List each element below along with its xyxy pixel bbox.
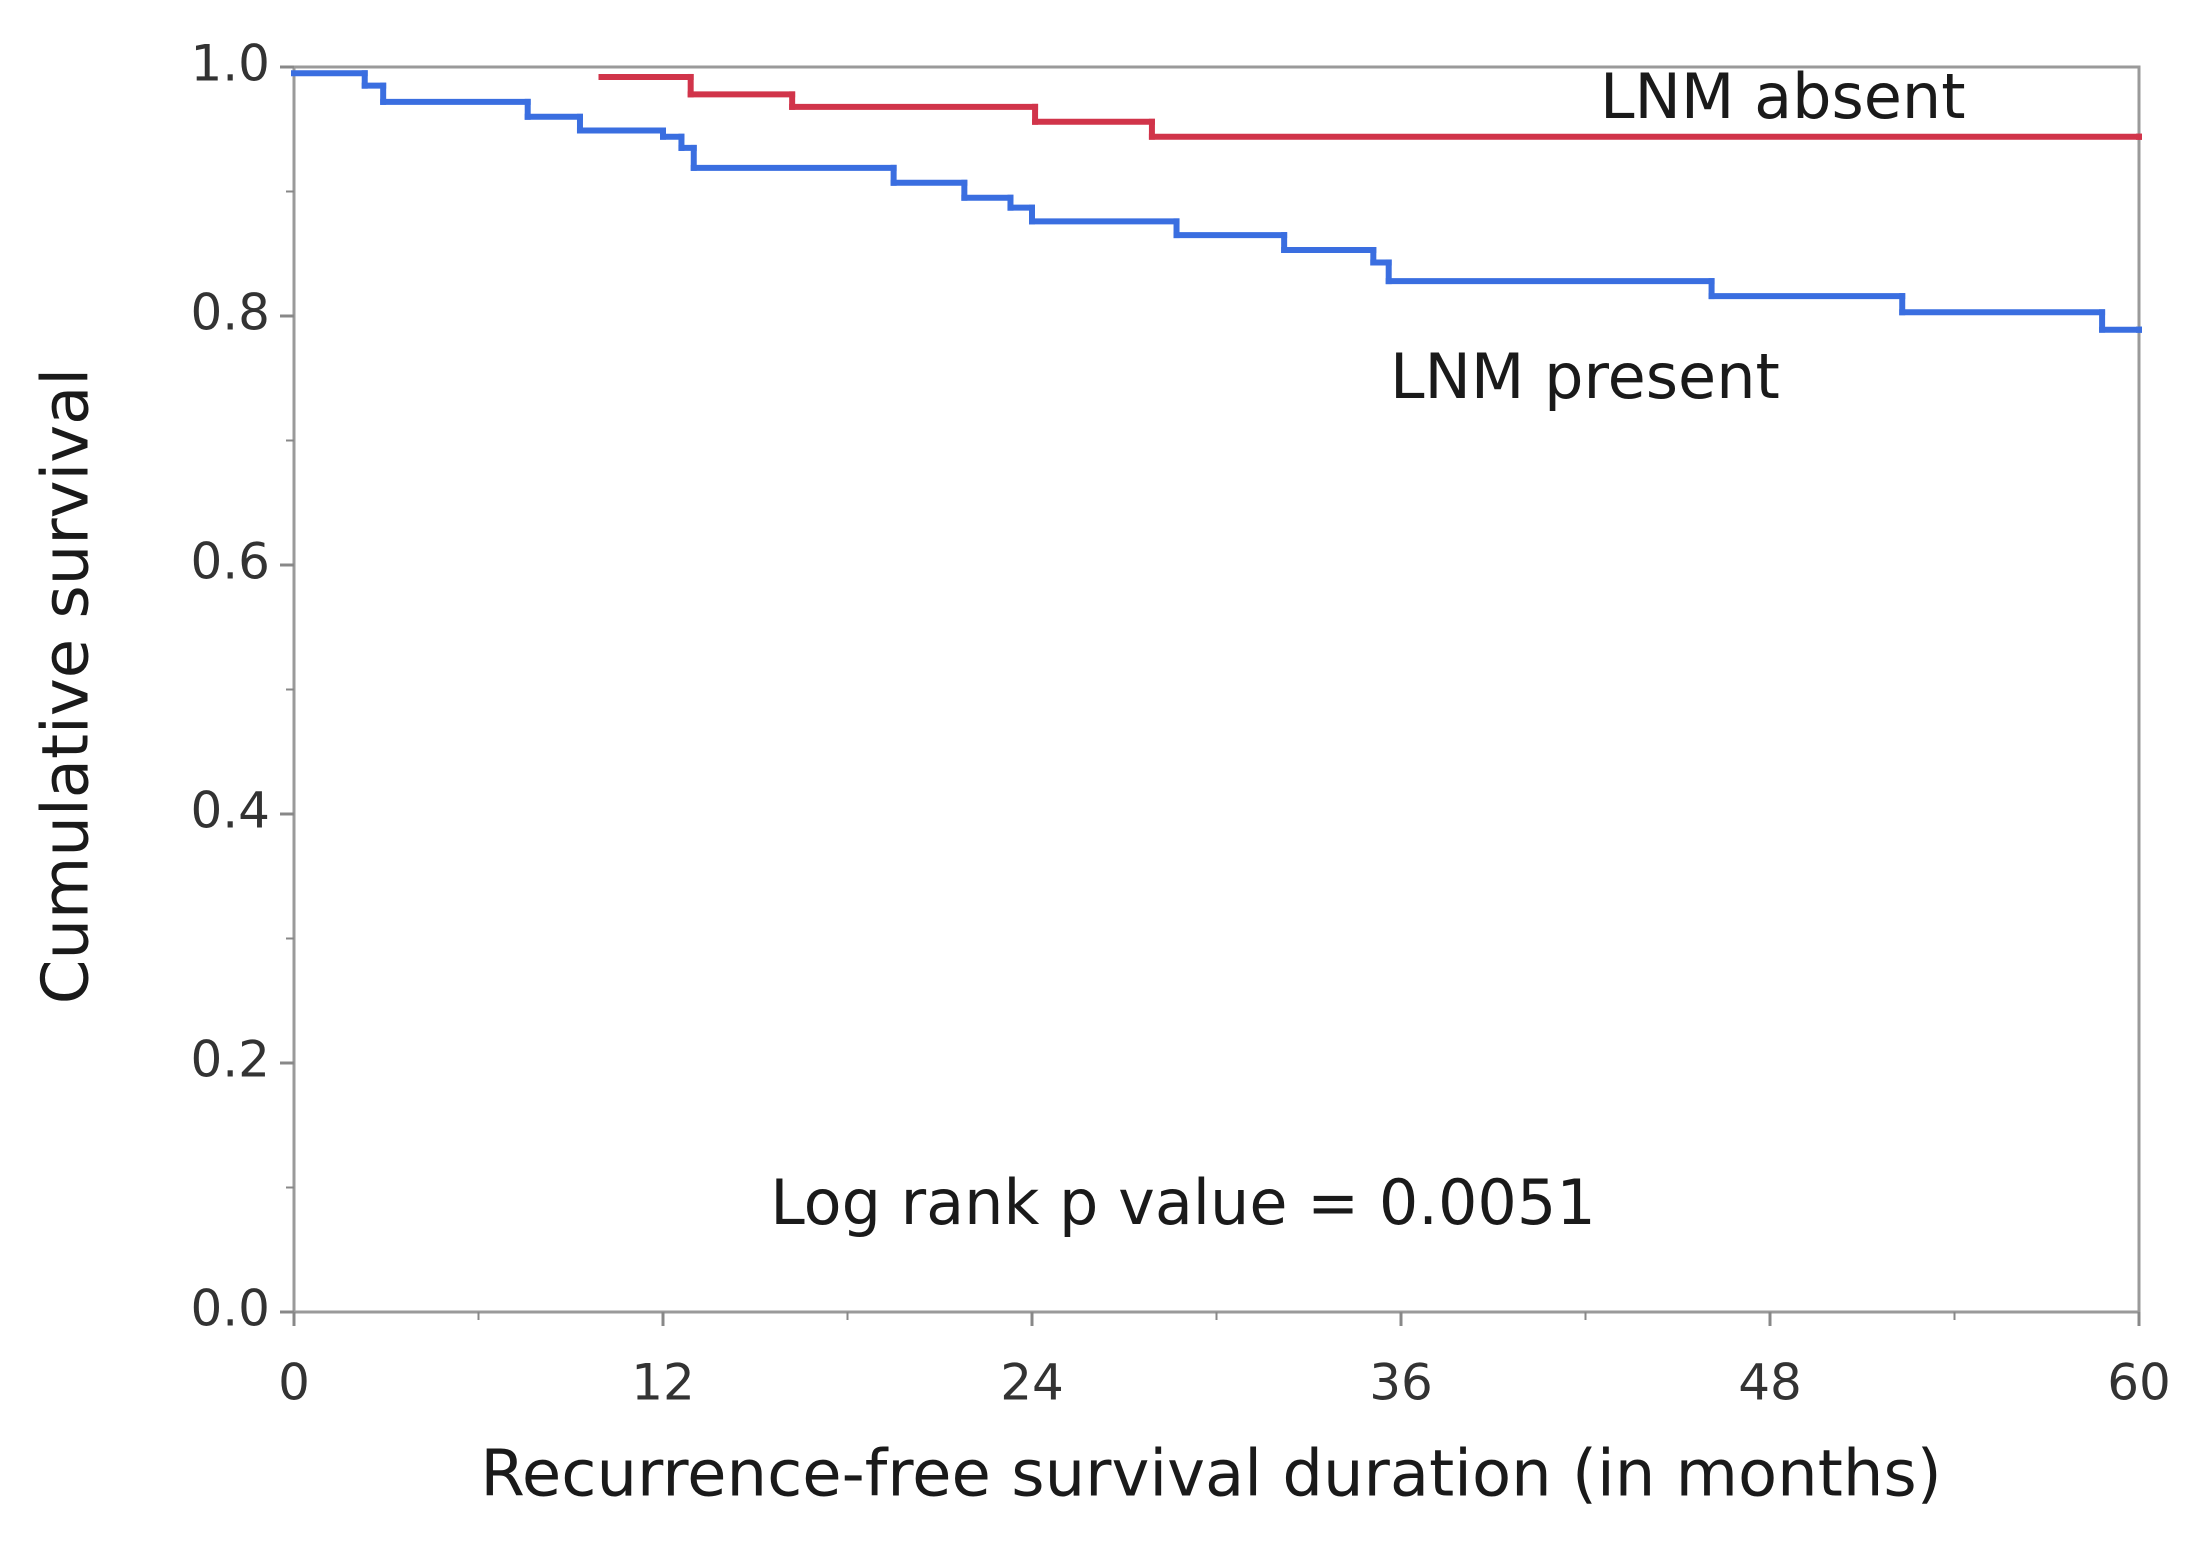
y-tick-label: 0.4 bbox=[190, 782, 270, 840]
x-tick-label: 60 bbox=[2107, 1354, 2171, 1412]
plot-frame bbox=[292, 65, 2141, 1314]
annotation: Log rank p value = 0.0051 bbox=[770, 1166, 1596, 1239]
x-tick-label: 12 bbox=[631, 1354, 695, 1412]
y-tick-label: 0.6 bbox=[190, 533, 270, 591]
x-tick-label: 0 bbox=[278, 1354, 310, 1412]
y-tick-label: 0.2 bbox=[190, 1031, 270, 1089]
y-tick-label: 1.0 bbox=[190, 35, 270, 93]
x-tick-label: 48 bbox=[1738, 1354, 1802, 1412]
y-tick-label: 0.8 bbox=[190, 284, 270, 342]
x-tick-label: 36 bbox=[1369, 1354, 1433, 1412]
series-label: LNM absent bbox=[1600, 60, 1966, 133]
x-tick-label: 24 bbox=[1000, 1354, 1064, 1412]
x-axis-title: Recurrence-free survival duration (in mo… bbox=[480, 1438, 1941, 1512]
series-label: LNM present bbox=[1390, 340, 1780, 413]
y-tick-label: 0.0 bbox=[190, 1280, 270, 1338]
y-axis-title: Cumulative survival bbox=[30, 368, 104, 1004]
